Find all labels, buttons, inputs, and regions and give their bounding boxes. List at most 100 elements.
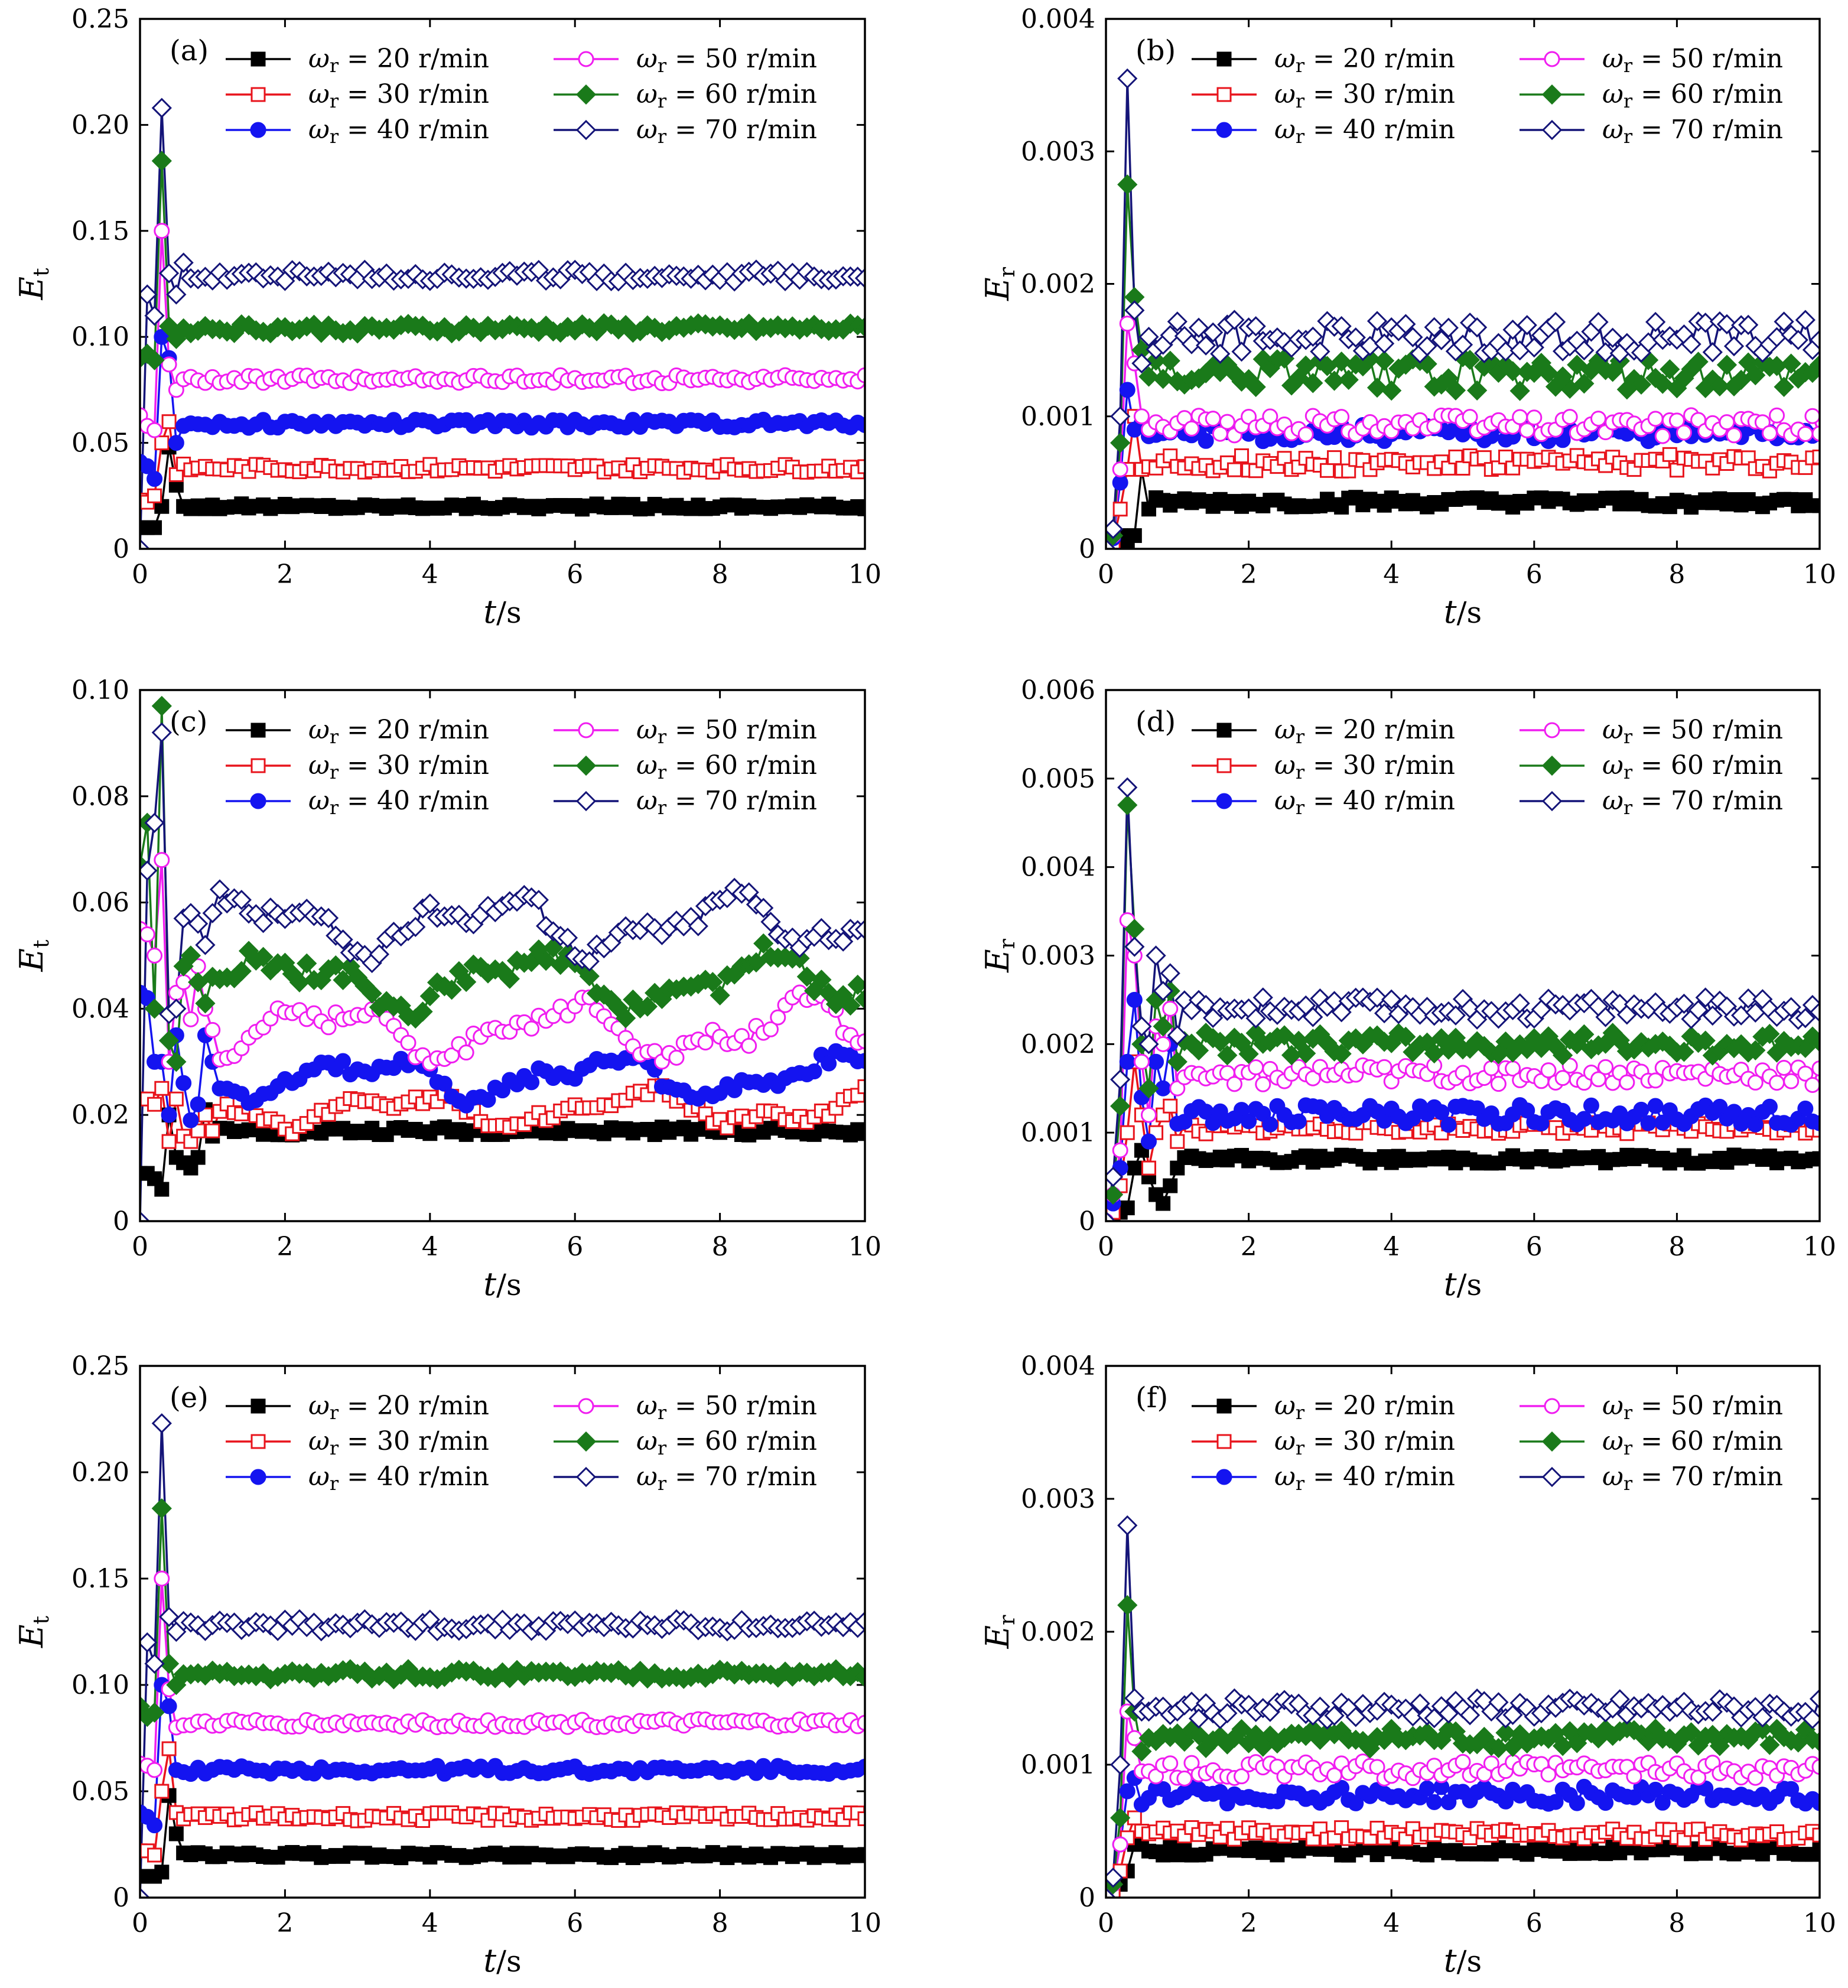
data-point bbox=[1688, 1000, 1709, 1020]
data-point bbox=[1148, 1053, 1164, 1070]
y-tick-label: 0.20 bbox=[71, 1457, 129, 1488]
legend-entry: ωr = 60 r/min bbox=[554, 750, 817, 783]
data-point bbox=[1153, 981, 1173, 1001]
legend-entry: ωr = 60 r/min bbox=[1520, 1426, 1783, 1459]
x-tick-label: 10 bbox=[848, 1232, 881, 1262]
data-point bbox=[400, 1034, 417, 1051]
data-point bbox=[140, 1632, 158, 1653]
legend-label: ωr = 60 r/min bbox=[1602, 1426, 1783, 1459]
data-point bbox=[1188, 1725, 1209, 1745]
legend-entry: ωr = 60 r/min bbox=[1520, 79, 1783, 112]
data-point bbox=[204, 1021, 221, 1038]
data-point bbox=[1417, 336, 1437, 357]
data-point bbox=[202, 903, 223, 923]
data-point bbox=[857, 459, 865, 474]
y-axis-label: Et bbox=[13, 1616, 54, 1648]
data-point bbox=[1761, 425, 1778, 441]
data-point bbox=[1106, 1211, 1117, 1221]
legend-marker bbox=[1541, 790, 1563, 812]
data-point bbox=[166, 1052, 187, 1072]
y-tick-label: 0.004 bbox=[1021, 853, 1095, 883]
data-point bbox=[318, 907, 339, 929]
data-point bbox=[1738, 352, 1759, 373]
data-point bbox=[1812, 449, 1820, 464]
data-point bbox=[1467, 317, 1488, 338]
x-tick-label: 6 bbox=[1526, 1232, 1543, 1262]
legend-entry: ωr = 70 r/min bbox=[554, 115, 817, 148]
data-point bbox=[1654, 428, 1671, 444]
y-tick-label: 0.08 bbox=[71, 782, 129, 812]
legend-label: ωr = 20 r/min bbox=[1274, 44, 1455, 77]
data-point bbox=[1403, 1706, 1423, 1727]
x-tick-label: 6 bbox=[567, 1232, 583, 1262]
data-point bbox=[1169, 1080, 1186, 1097]
data-point bbox=[1712, 1098, 1728, 1115]
data-point bbox=[857, 1758, 865, 1775]
x-tick-label: 4 bbox=[422, 1232, 438, 1262]
data-point bbox=[857, 1053, 865, 1069]
data-point bbox=[154, 1784, 170, 1799]
data-point bbox=[1338, 369, 1359, 390]
data-point bbox=[854, 317, 865, 337]
data-point bbox=[231, 890, 252, 910]
data-point bbox=[1545, 311, 1566, 333]
chart-panel-d: 0 2 4 6 8 10 0 0.001 0.002 0.003 0.004 0.005 0.006 t/… bbox=[979, 675, 1836, 1303]
data-point bbox=[1681, 334, 1701, 354]
data-point bbox=[1440, 1117, 1457, 1133]
data-point bbox=[297, 953, 317, 974]
data-point bbox=[1155, 1781, 1172, 1797]
data-point bbox=[1574, 340, 1595, 361]
data-point bbox=[1195, 994, 1216, 1016]
legend-marker bbox=[1216, 1398, 1232, 1414]
data-point bbox=[1747, 1769, 1764, 1786]
legend-entry: ωr = 40 r/min bbox=[226, 1462, 489, 1495]
data-point bbox=[1738, 314, 1759, 336]
legend-entry: ωr = 70 r/min bbox=[554, 1462, 817, 1495]
legend-label: ωr = 40 r/min bbox=[308, 115, 489, 148]
data-point bbox=[1181, 334, 1202, 354]
data-point bbox=[168, 1091, 184, 1107]
data-point bbox=[1552, 1045, 1573, 1066]
data-point bbox=[151, 1413, 172, 1434]
data-point bbox=[1374, 333, 1395, 354]
data-point bbox=[144, 350, 165, 370]
data-point bbox=[770, 1009, 786, 1026]
data-point bbox=[1188, 1708, 1209, 1729]
data-point bbox=[1117, 795, 1138, 815]
data-point bbox=[1163, 1098, 1178, 1114]
data-point bbox=[1367, 311, 1388, 331]
data-point bbox=[1811, 1115, 1820, 1131]
y-tick-label: 0.001 bbox=[1021, 1118, 1095, 1148]
legend-label: ωr = 20 r/min bbox=[308, 715, 489, 748]
data-point bbox=[1141, 1160, 1156, 1176]
data-point bbox=[147, 1817, 163, 1834]
data-point bbox=[1126, 991, 1143, 1008]
data-point bbox=[1438, 1039, 1459, 1060]
data-point bbox=[1226, 462, 1242, 477]
x-tick-label: 2 bbox=[276, 1908, 293, 1938]
x-tick-label: 6 bbox=[1526, 1908, 1543, 1938]
data-point bbox=[183, 1112, 199, 1128]
data-point bbox=[1289, 367, 1309, 388]
data-point bbox=[1327, 450, 1342, 466]
data-point bbox=[154, 223, 170, 239]
data-point bbox=[1198, 432, 1214, 449]
data-point bbox=[1133, 408, 1150, 425]
data-point bbox=[857, 501, 865, 516]
data-point bbox=[144, 998, 165, 1019]
data-point bbox=[161, 1107, 177, 1123]
data-point bbox=[1310, 341, 1330, 362]
data-point bbox=[154, 1570, 170, 1587]
data-point bbox=[1119, 382, 1136, 398]
data-point bbox=[1241, 1113, 1257, 1130]
data-point bbox=[140, 1887, 151, 1898]
data-point bbox=[762, 1021, 779, 1037]
y-tick-label: 0.006 bbox=[1021, 675, 1095, 705]
legend-entry: ωr = 50 r/min bbox=[554, 715, 817, 748]
data-point bbox=[1809, 1002, 1820, 1023]
data-point bbox=[1752, 1707, 1773, 1728]
data-point bbox=[144, 1702, 165, 1723]
legend-marker bbox=[1216, 723, 1232, 738]
data-point bbox=[1119, 315, 1136, 332]
chart-panel-e: 0 2 4 6 8 10 0 0.05 0.10 0.15 0.20 0.25 t/s Et (e) ωr =… bbox=[13, 1351, 881, 1979]
